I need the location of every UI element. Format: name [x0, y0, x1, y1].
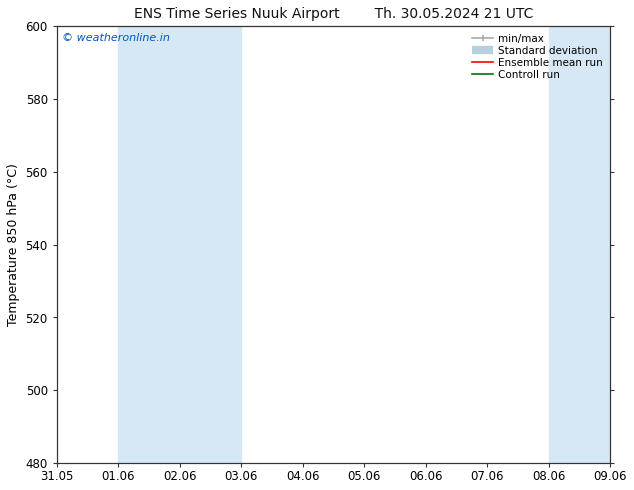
Bar: [549, 26, 611, 463]
Legend: min/max, Standard deviation, Ensemble mean run, Controll run: min/max, Standard deviation, Ensemble me…: [470, 31, 605, 82]
Bar: [119, 26, 242, 463]
Y-axis label: Temperature 850 hPa (°C): Temperature 850 hPa (°C): [7, 163, 20, 326]
Text: © weatheronline.in: © weatheronline.in: [62, 33, 170, 43]
Title: ENS Time Series Nuuk Airport        Th. 30.05.2024 21 UTC: ENS Time Series Nuuk Airport Th. 30.05.2…: [134, 7, 533, 21]
Bar: [611, 26, 634, 463]
